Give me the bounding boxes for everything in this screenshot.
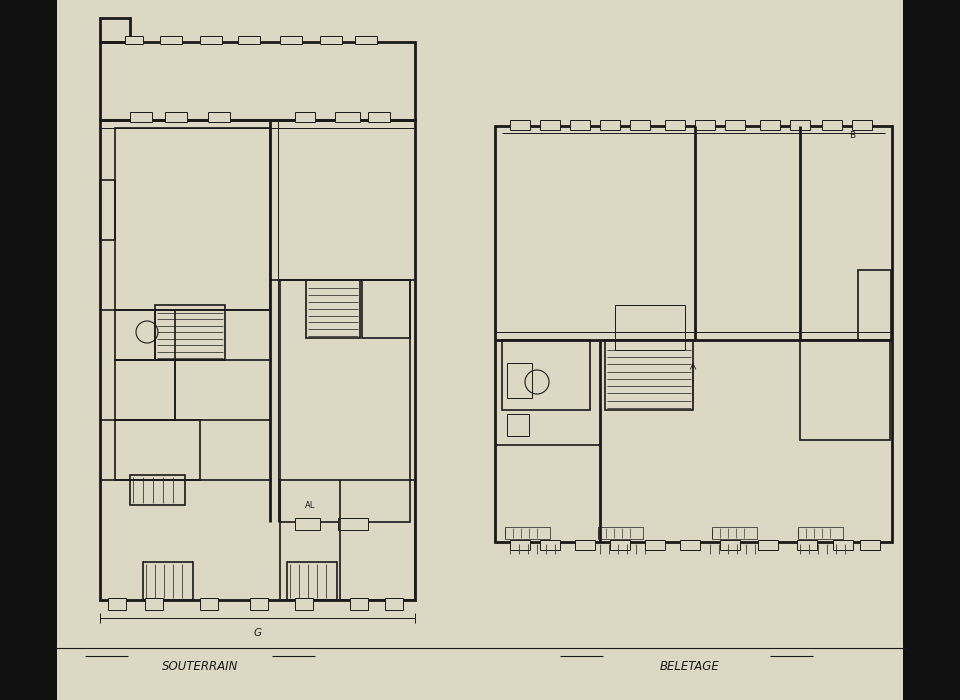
Bar xyxy=(125,36,143,44)
Bar xyxy=(115,128,270,310)
Bar xyxy=(320,36,342,44)
Text: BELETAGE: BELETAGE xyxy=(660,660,720,673)
Text: G: G xyxy=(254,628,262,638)
Bar xyxy=(495,126,892,542)
Bar xyxy=(858,270,891,340)
Bar xyxy=(833,540,853,550)
Bar xyxy=(645,540,665,550)
Bar xyxy=(165,112,187,122)
Bar xyxy=(822,120,842,130)
Bar xyxy=(238,36,260,44)
Bar xyxy=(155,305,225,360)
Bar xyxy=(800,340,890,440)
Bar xyxy=(355,36,377,44)
Bar xyxy=(903,0,960,700)
Bar xyxy=(130,475,185,505)
Bar xyxy=(280,480,415,600)
Bar xyxy=(100,18,130,42)
Text: SOUTERRAIN: SOUTERRAIN xyxy=(162,660,238,673)
Text: B: B xyxy=(849,130,855,139)
Bar xyxy=(108,598,126,610)
Bar xyxy=(507,414,529,436)
Bar xyxy=(295,518,320,530)
Bar xyxy=(295,598,313,610)
Bar xyxy=(295,112,315,122)
Bar xyxy=(100,42,415,120)
Bar xyxy=(797,540,817,550)
Bar xyxy=(350,598,368,610)
Bar xyxy=(798,527,843,539)
Bar xyxy=(860,540,880,550)
Bar xyxy=(510,540,530,550)
Bar xyxy=(306,280,360,338)
Bar xyxy=(0,0,57,700)
Bar xyxy=(598,527,643,539)
Bar xyxy=(100,180,115,240)
Bar xyxy=(852,120,872,130)
Bar xyxy=(570,120,590,130)
Bar xyxy=(115,360,175,420)
Bar xyxy=(338,518,368,530)
Bar xyxy=(362,280,410,338)
Bar xyxy=(712,527,757,539)
Bar xyxy=(280,36,302,44)
Bar xyxy=(160,36,182,44)
Bar xyxy=(758,540,778,550)
Bar xyxy=(287,562,337,600)
Bar xyxy=(208,112,230,122)
Bar xyxy=(540,540,560,550)
Bar xyxy=(575,540,595,550)
Bar xyxy=(100,120,415,600)
Bar xyxy=(600,120,620,130)
Bar xyxy=(760,120,780,130)
Bar xyxy=(502,340,590,410)
Bar xyxy=(115,420,200,480)
Bar xyxy=(725,120,745,130)
Bar xyxy=(145,598,163,610)
Bar xyxy=(250,598,268,610)
Bar xyxy=(540,120,560,130)
Bar xyxy=(130,112,152,122)
Bar xyxy=(615,305,685,350)
Bar xyxy=(115,310,155,360)
Bar xyxy=(507,363,532,398)
Bar xyxy=(335,112,360,122)
Bar xyxy=(610,540,630,550)
Bar xyxy=(605,340,693,410)
Bar xyxy=(630,120,650,130)
Bar xyxy=(368,112,390,122)
Bar xyxy=(510,120,530,130)
Bar xyxy=(143,562,193,600)
Bar xyxy=(790,120,810,130)
Text: AL: AL xyxy=(305,500,315,510)
Bar xyxy=(720,540,740,550)
Bar xyxy=(280,280,410,522)
Bar xyxy=(505,527,550,539)
Bar xyxy=(665,120,685,130)
Bar xyxy=(680,540,700,550)
Bar xyxy=(695,120,715,130)
Bar xyxy=(200,36,222,44)
Bar xyxy=(200,598,218,610)
Bar xyxy=(385,598,403,610)
